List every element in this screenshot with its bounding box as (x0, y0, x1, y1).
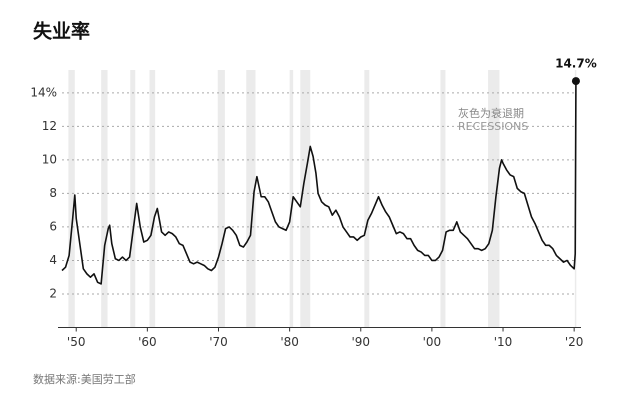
recession-band (289, 70, 294, 328)
x-tick-label: '80 (280, 335, 299, 349)
source-note: 数据来源:美国劳工部 (33, 372, 136, 386)
y-tick-label: 2 (49, 286, 57, 300)
recession-band (300, 70, 311, 328)
recession-band (130, 70, 136, 328)
x-tick-label: '70 (209, 335, 228, 349)
recession-band (440, 70, 446, 328)
last-point (571, 77, 580, 86)
unemployment-line (61, 81, 577, 285)
y-tick-label: 12 (42, 119, 57, 133)
annotation: 灰色为衰退期 (458, 106, 524, 120)
x-tick-label: '00 (423, 335, 442, 349)
recession-band (488, 70, 500, 328)
y-tick-label: 4 (49, 253, 57, 267)
x-tick-label: '10 (494, 335, 513, 349)
last-label: 14.7% (555, 57, 597, 71)
recession-band (101, 70, 108, 328)
y-tick-label: 6 (49, 219, 57, 233)
y-tick-label: 10 (42, 152, 57, 166)
x-tick-label: '60 (138, 335, 157, 349)
recession-band (217, 70, 225, 328)
recession-band (364, 70, 370, 328)
annotation: RECESSIONS (458, 120, 528, 133)
recession-band (149, 70, 156, 328)
x-tick-label: '90 (351, 335, 370, 349)
y-tick-label: 14% (30, 85, 57, 99)
recession-band (246, 70, 256, 328)
chart-title: 失业率 (33, 20, 90, 43)
x-tick-label: '20 (565, 335, 584, 349)
y-tick-label: 8 (49, 186, 57, 200)
x-tick-label: '50 (67, 335, 86, 349)
recession-band (68, 70, 75, 328)
